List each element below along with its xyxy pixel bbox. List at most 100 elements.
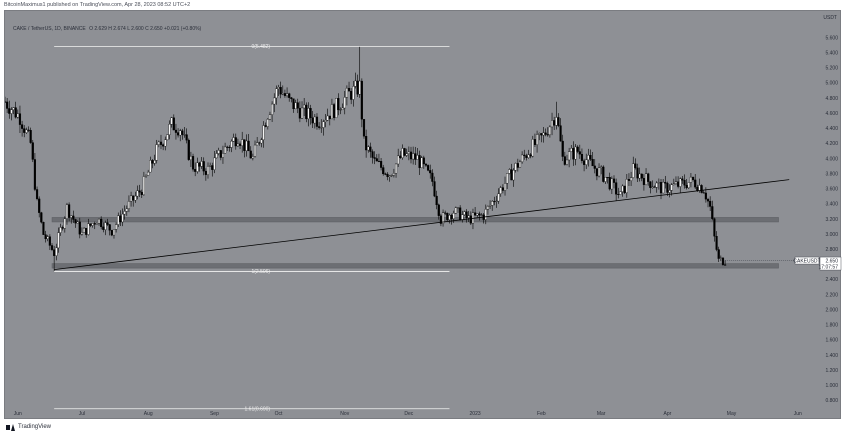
candle-body bbox=[418, 155, 421, 168]
candle-body bbox=[177, 132, 180, 136]
candle-body bbox=[117, 215, 120, 225]
candle-body bbox=[76, 221, 79, 224]
candle-body bbox=[681, 178, 684, 181]
candle-body bbox=[478, 213, 481, 216]
candle-body bbox=[121, 213, 124, 223]
x-tick-label: Dec bbox=[404, 411, 413, 417]
y-tick-label: 2.800 bbox=[825, 247, 838, 253]
candle-body bbox=[281, 93, 284, 95]
candle-body bbox=[399, 155, 402, 158]
ascending-trendline bbox=[54, 179, 790, 271]
countdown-label: 17:07:57 bbox=[819, 265, 839, 271]
candle-body bbox=[288, 93, 291, 98]
y-tick-label: 4.800 bbox=[825, 96, 838, 102]
candle-body bbox=[397, 155, 400, 165]
chart-area[interactable]: 0(5.482) 1(2.506) 1.61(0.690) USDT 5.600 5.4… bbox=[4, 10, 842, 420]
price-chart[interactable]: 0(5.482) 1(2.506) 1.61(0.690) USDT 5.600 5.4… bbox=[5, 11, 842, 420]
candle-body bbox=[610, 178, 613, 190]
candle-body bbox=[384, 173, 387, 175]
y-tick-label: 5.600 bbox=[825, 35, 838, 41]
candle-body bbox=[713, 218, 716, 237]
candle-body bbox=[683, 180, 686, 186]
candle-body bbox=[102, 226, 105, 230]
candle-body bbox=[166, 134, 169, 141]
candle-body bbox=[625, 179, 628, 194]
candle-body bbox=[127, 201, 131, 209]
candle-body bbox=[632, 163, 635, 178]
candle-body bbox=[298, 108, 301, 119]
candle-body bbox=[258, 142, 261, 144]
symbol-tag-label: CAKEUSDT bbox=[793, 258, 820, 264]
candle-body bbox=[144, 175, 148, 177]
candle-body bbox=[510, 169, 513, 181]
candle-body bbox=[542, 132, 545, 136]
candle-body bbox=[636, 167, 639, 179]
y-tick-label: 5.200 bbox=[825, 66, 838, 72]
candle-body bbox=[431, 172, 434, 182]
candle-body bbox=[416, 155, 419, 160]
candle-body bbox=[518, 161, 522, 168]
candle-body bbox=[189, 156, 192, 160]
candle-body bbox=[343, 97, 346, 109]
candle-body bbox=[696, 186, 699, 191]
candle-body bbox=[574, 146, 577, 160]
candle-body bbox=[655, 182, 658, 188]
fib-level-label: 1.61(0.690) bbox=[245, 407, 271, 413]
candle-body bbox=[591, 159, 594, 167]
candle-body bbox=[469, 215, 472, 224]
candle-body bbox=[230, 140, 233, 148]
candle-body bbox=[27, 129, 30, 131]
candle-body bbox=[18, 113, 22, 125]
candle-body bbox=[63, 218, 66, 229]
candle-body bbox=[277, 87, 280, 89]
candle-body bbox=[110, 230, 113, 236]
candle-body bbox=[454, 207, 457, 214]
candle-body bbox=[550, 120, 554, 128]
candle-body bbox=[365, 136, 368, 151]
candle-body bbox=[403, 148, 406, 156]
tradingview-footer[interactable]: TradingView bbox=[6, 422, 51, 432]
candle-body bbox=[215, 153, 218, 159]
candle-body bbox=[687, 182, 690, 189]
candle-body bbox=[296, 102, 299, 109]
candle-body bbox=[10, 109, 13, 114]
candle-body bbox=[474, 212, 477, 216]
candle-body bbox=[533, 139, 537, 145]
y-tick-label: 5.000 bbox=[825, 81, 838, 87]
candle-body bbox=[497, 193, 500, 202]
candle-body bbox=[93, 223, 96, 225]
candle-body bbox=[367, 146, 370, 151]
candle-body bbox=[5, 101, 7, 103]
candle-body bbox=[721, 257, 725, 265]
candle-body bbox=[318, 126, 321, 128]
candle-body bbox=[604, 177, 607, 182]
candle-body bbox=[256, 142, 259, 146]
candle-body bbox=[664, 181, 667, 184]
candle-body bbox=[704, 192, 707, 200]
candle-body bbox=[486, 206, 490, 210]
candle-body bbox=[412, 153, 415, 160]
candle-body bbox=[33, 159, 36, 190]
x-tick-label: Jun bbox=[794, 411, 802, 417]
candle-body bbox=[583, 160, 586, 165]
candle-body bbox=[326, 115, 329, 121]
candle-body bbox=[587, 155, 590, 161]
candle-body bbox=[659, 182, 663, 194]
candle-body bbox=[12, 107, 15, 110]
candle-body bbox=[414, 153, 417, 160]
candle-body bbox=[40, 212, 43, 223]
candle-body bbox=[85, 227, 88, 235]
candle-body bbox=[151, 160, 154, 164]
candle-body bbox=[394, 163, 398, 174]
candle-body bbox=[38, 198, 41, 213]
candle-body bbox=[132, 195, 135, 201]
candle-body bbox=[345, 87, 348, 98]
tradingview-logo-icon bbox=[6, 423, 15, 431]
candle-body bbox=[262, 125, 265, 140]
candle-body bbox=[369, 146, 372, 152]
candle-body bbox=[23, 128, 26, 133]
candle-body bbox=[341, 107, 344, 110]
candle-body bbox=[285, 93, 289, 96]
candle-body bbox=[674, 181, 678, 184]
y-tick-label: 1.600 bbox=[825, 338, 838, 344]
